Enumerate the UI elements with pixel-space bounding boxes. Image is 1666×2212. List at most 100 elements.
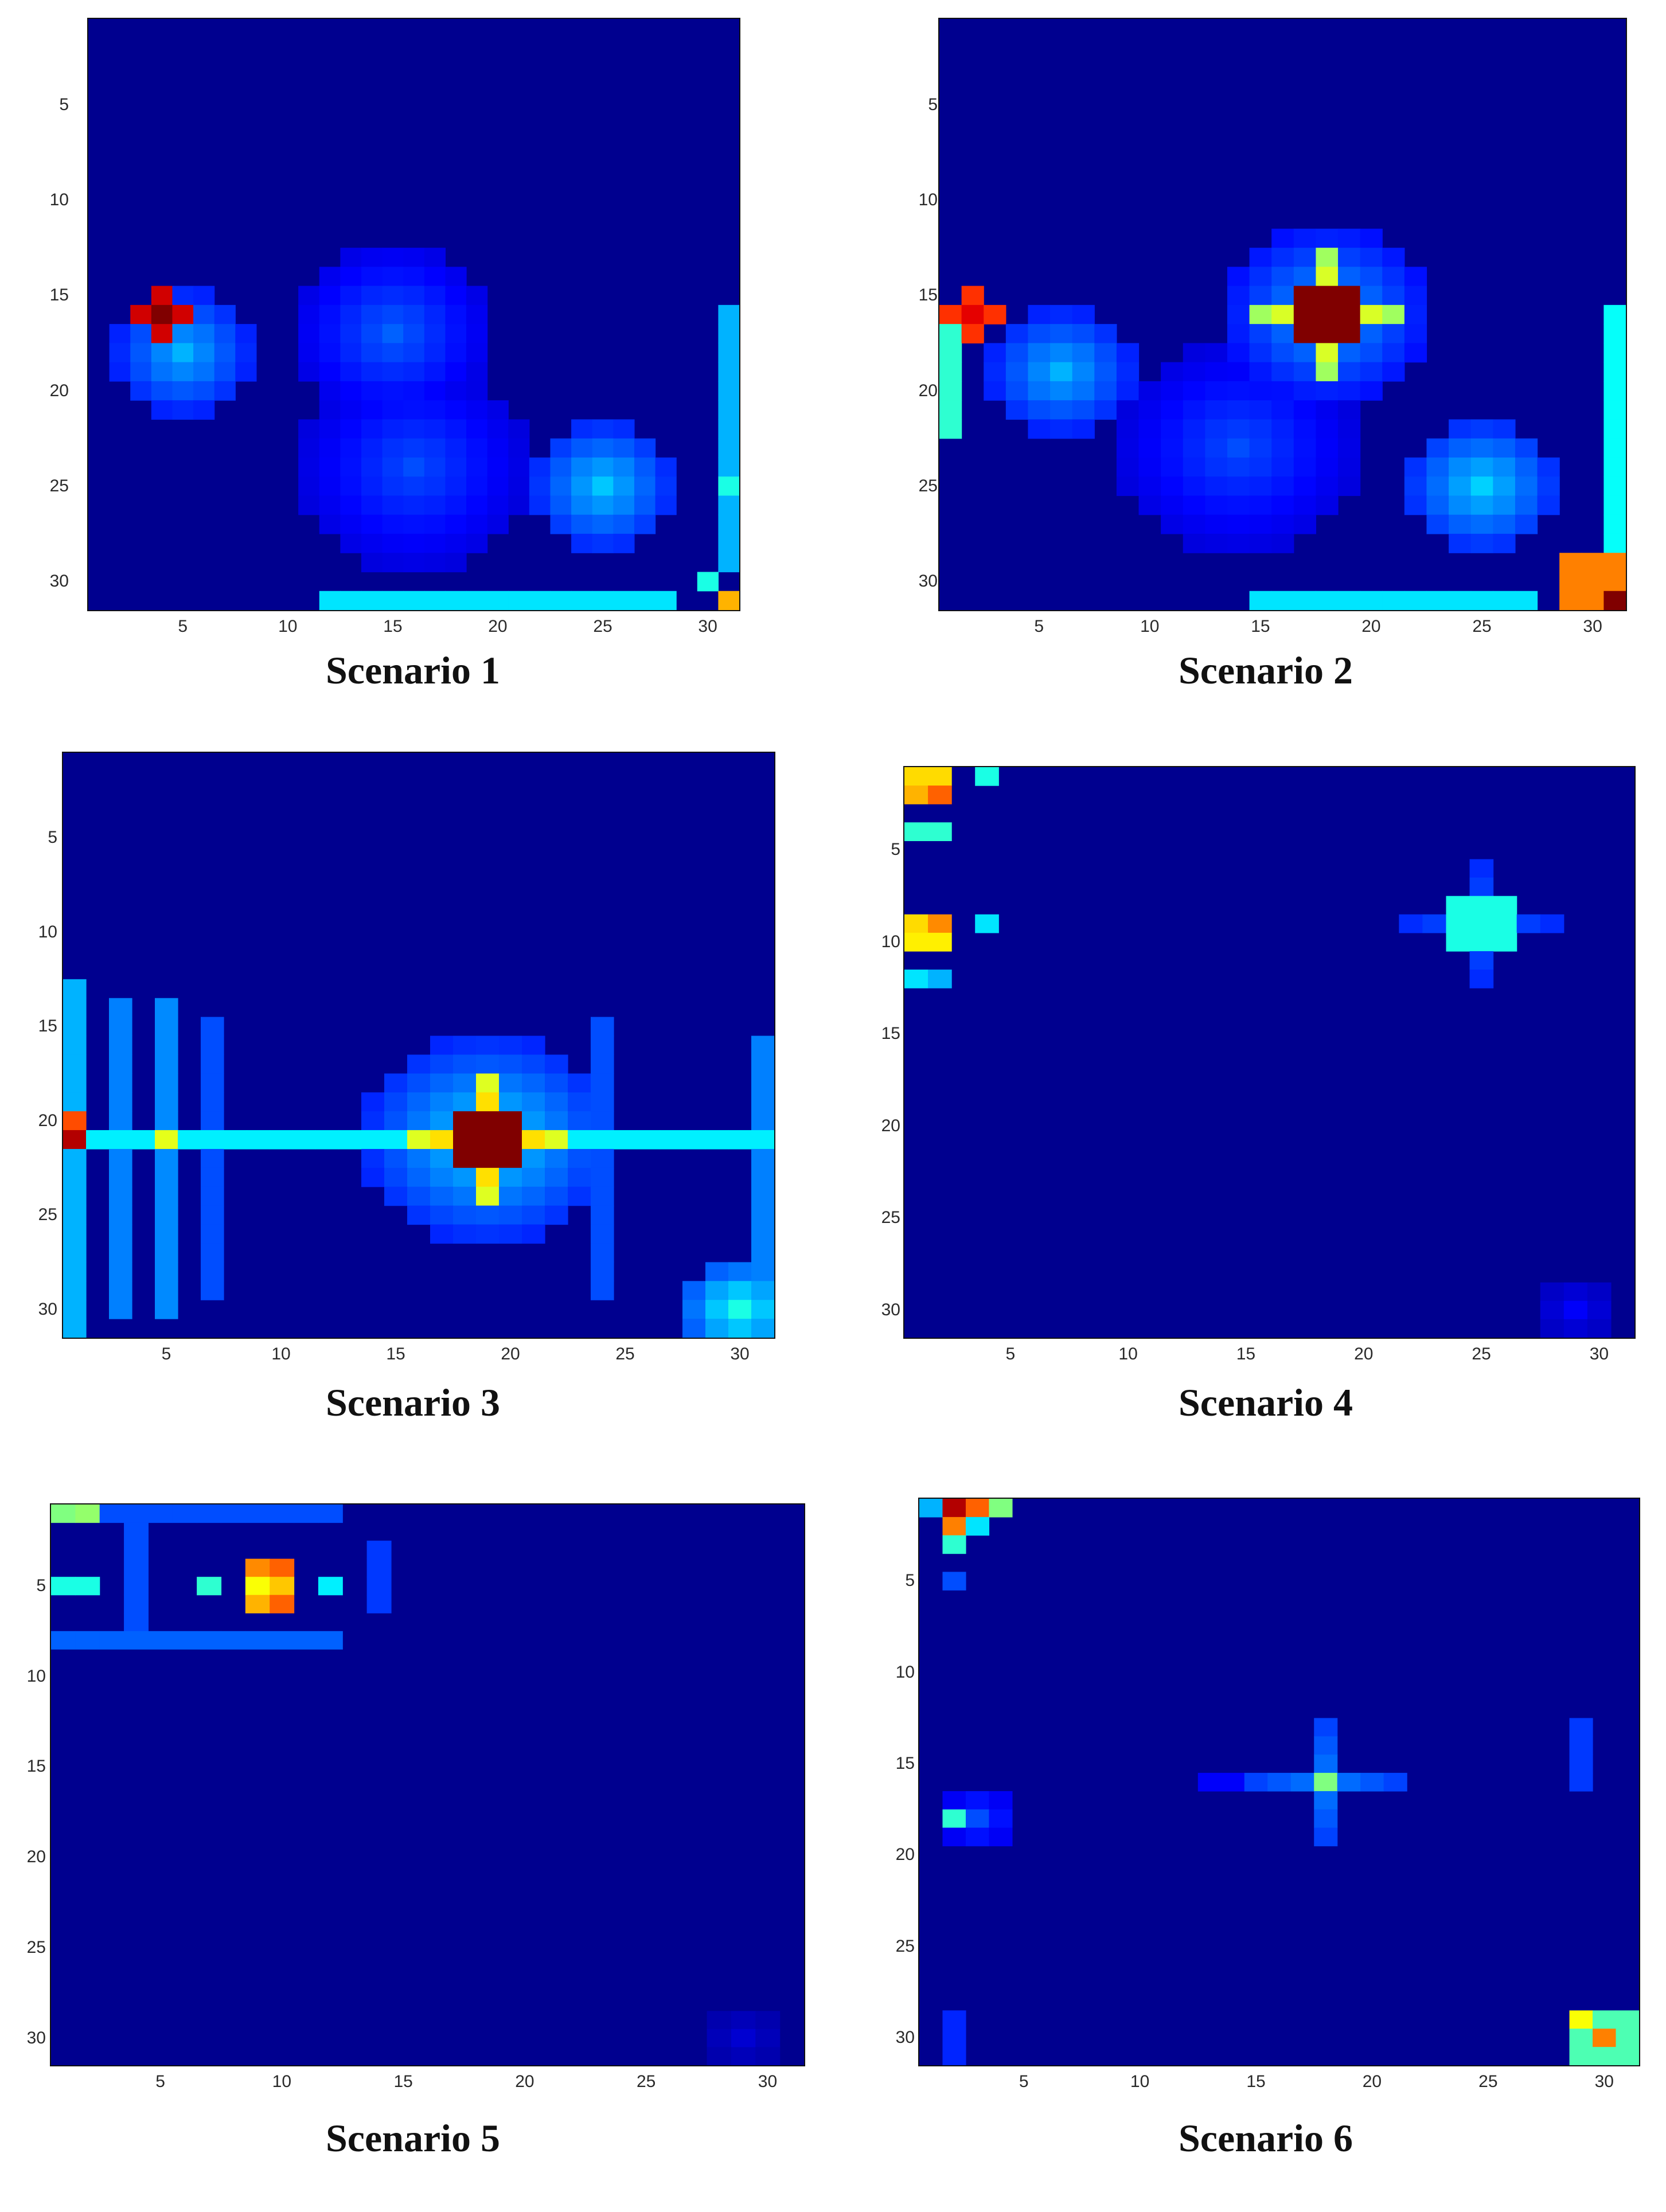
heatmap-cell (1227, 400, 1250, 420)
heatmap-cell (1205, 362, 1228, 382)
heatmap-cell (1271, 228, 1294, 248)
heatmap-cell (1404, 286, 1427, 306)
heatmap-cell (1338, 248, 1361, 267)
heatmap-cell (1293, 324, 1317, 343)
heatmap-cells (109, 248, 739, 610)
y-tick-label: 5 (928, 95, 938, 114)
heatmap-cell (1426, 476, 1449, 497)
heatmap-cell (718, 591, 739, 610)
heatmap-cell (319, 267, 341, 287)
heatmap-cell (430, 1167, 454, 1187)
heatmap-cell (466, 533, 488, 553)
heatmap-cell (718, 419, 739, 439)
x-tick-label: 20 (515, 2072, 534, 2091)
heatmap-cell (270, 1594, 295, 1613)
heatmap-cell (591, 1035, 614, 1056)
heatmap-cell (148, 1631, 173, 1650)
heatmap-cell (751, 1186, 774, 1206)
heatmap-cell (403, 553, 425, 573)
heatmap-cell (361, 324, 383, 343)
heatmap-cell (453, 1054, 477, 1074)
heatmap-cell (466, 495, 488, 515)
heatmap-cell (445, 591, 467, 610)
heatmap-cell (1205, 438, 1228, 458)
heatmap-cell (1559, 553, 1582, 573)
heatmap-cell (201, 1017, 224, 1037)
heatmap-cell (1249, 457, 1272, 477)
heatmap-cell (1271, 495, 1294, 515)
heatmap-cell (63, 1300, 87, 1319)
heatmap-cell (245, 1631, 270, 1650)
x-tick-label: 25 (593, 617, 612, 636)
heatmap-cell (1563, 1300, 1588, 1320)
heatmap-cell (319, 495, 341, 515)
y-tick-label: 20 (38, 1111, 57, 1130)
heatmap-cells (939, 228, 1626, 610)
scenario-caption: Scenario 4 (1178, 1381, 1353, 1424)
x-tick-label: 25 (1478, 2072, 1498, 2091)
heatmap-cell (476, 1054, 500, 1074)
heatmap-cell (340, 495, 362, 515)
heatmap-cell (382, 533, 404, 553)
heatmap-cell (214, 304, 236, 325)
heatmap-cell (221, 1504, 246, 1523)
heatmap-cell (1338, 304, 1361, 325)
heatmap-cell (1161, 381, 1184, 401)
heatmap-cell (1581, 553, 1604, 573)
heatmap-cell (298, 457, 320, 477)
heatmap-cell (1515, 495, 1538, 515)
heatmap-cell (151, 304, 173, 325)
heatmap-cell (201, 1035, 224, 1056)
heatmap-cell (340, 533, 362, 553)
heatmap-cell (1316, 438, 1339, 458)
heatmap-cell (361, 438, 383, 458)
heatmap-cell (1383, 1773, 1407, 1792)
heatmap-cell (591, 1017, 614, 1037)
heatmap-cell (382, 591, 404, 610)
heatmap-cell (1382, 286, 1405, 306)
heatmap-cell (109, 1148, 132, 1168)
heatmap-cell (751, 1281, 774, 1300)
heatmap-cell (109, 1111, 132, 1131)
heatmap-cell (1005, 324, 1029, 343)
heatmap-cell (430, 1148, 454, 1168)
heatmap-cell (634, 591, 656, 610)
heatmap-cell (201, 1186, 224, 1206)
heatmap-cell (340, 362, 362, 382)
heatmap-cell (1205, 533, 1228, 553)
heatmap-cell (545, 1111, 568, 1131)
heatmap-cell (1316, 286, 1339, 306)
heatmap-cell (751, 1205, 774, 1225)
heatmap-cell (403, 438, 425, 458)
heatmap-cell (1569, 1736, 1593, 1755)
heatmap-cell (1493, 457, 1516, 477)
heatmap-cell (591, 1167, 614, 1187)
heatmap-cell (1249, 248, 1272, 267)
heatmap-cell (424, 591, 446, 610)
heatmap-cell (382, 514, 404, 534)
heatmap-cell (403, 343, 425, 363)
y-tick-label: 5 (36, 1576, 46, 1595)
heatmap-cell (1316, 248, 1339, 267)
heatmap-cell (445, 457, 467, 477)
heatmap-cell (193, 324, 215, 343)
heatmap-cell (1028, 362, 1051, 382)
heatmap-cell (407, 1186, 431, 1206)
heatmap-cell (151, 286, 173, 306)
heatmap-cell (751, 1148, 774, 1168)
heatmap-cell (1293, 286, 1317, 306)
heatmap-cell (430, 1130, 454, 1150)
heatmap-cell (1028, 324, 1051, 343)
heatmap-cell (751, 1054, 774, 1074)
heatmap-cell (424, 267, 446, 287)
heatmap-cell (1603, 457, 1626, 477)
heatmap-cell (1338, 267, 1361, 287)
heatmap-cell (571, 591, 593, 610)
heatmap-cell (1316, 400, 1339, 420)
heatmap-cell (529, 476, 551, 497)
y-tick-label: 20 (26, 1847, 46, 1867)
heatmap-cell (361, 514, 383, 534)
heatmap-cell (1540, 1319, 1564, 1338)
heatmap-cell (487, 476, 509, 497)
heatmap-cell (1293, 419, 1317, 439)
